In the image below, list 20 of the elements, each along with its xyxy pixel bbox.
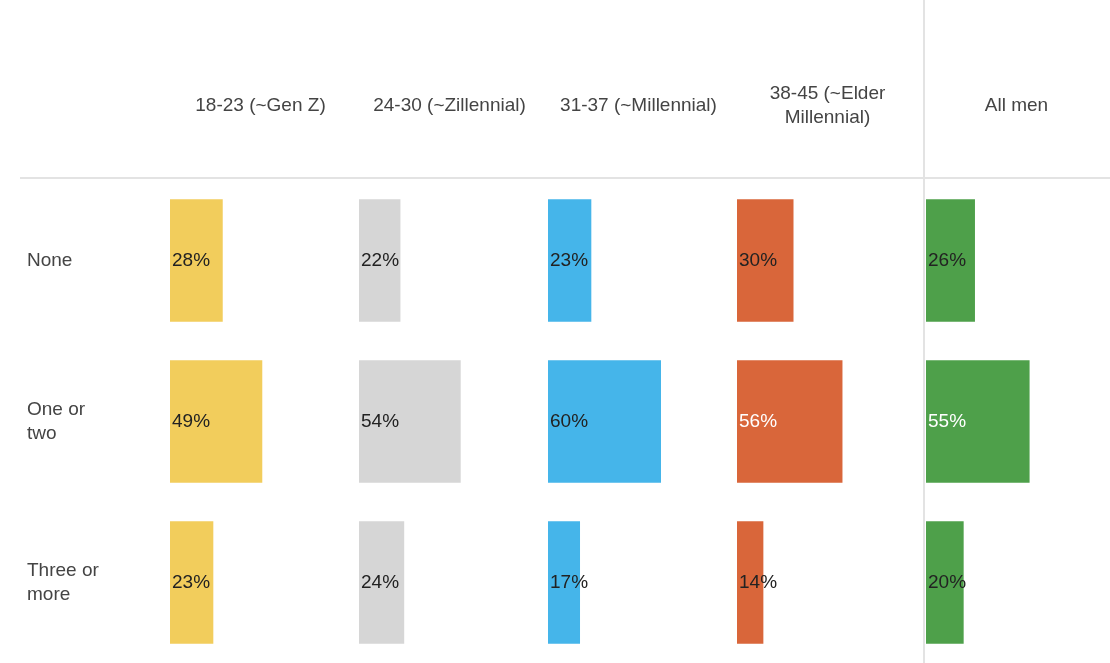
chart-title: 24-30 (~Zillennial) [372,93,527,117]
chart-title: 31-37 (~Millennial) [559,93,718,117]
chart-title: All men [983,93,1050,117]
data-label: 30% [739,248,778,270]
data-label: 55% [928,409,967,431]
data-label: 49% [172,409,211,431]
data-label: 54% [361,409,400,431]
data-label: 23% [550,248,589,270]
data-label: 23% [172,570,211,592]
data-label: 22% [361,248,400,270]
y-tick-label: One or two [27,397,86,443]
chart-title: 38-45 (~Elder Millennial) [768,81,887,129]
y-tick-label: None [27,248,73,270]
data-label: 60% [550,409,589,431]
data-label: 28% [172,248,211,270]
chart-title: 18-23 (~Gen Z) [194,93,327,117]
y-tick-label: Three or more [27,558,100,604]
data-label: 56% [739,409,778,431]
data-label: 26% [928,248,967,270]
data-label: 24% [361,570,400,592]
